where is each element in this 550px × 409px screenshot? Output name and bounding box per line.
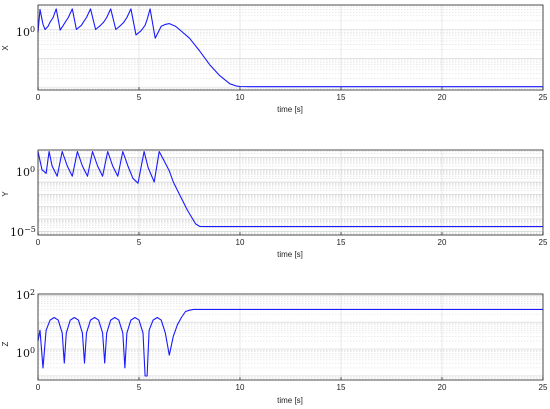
x-tick-label-z: 20 [438, 383, 447, 392]
x-tick-label-y: 10 [236, 238, 245, 247]
x-tick-label-z: 25 [539, 383, 548, 392]
plot-area-y [38, 150, 543, 235]
log-tick-label-z-1: 100 [16, 346, 35, 360]
x-ticks-x: 0 5 10 15 20 25 [36, 87, 548, 102]
y-axis-label-z: Z [1, 341, 10, 346]
log-tick-label-y-0: 100 [16, 165, 35, 179]
x-axis-label-y: time [s] [277, 250, 303, 259]
subplot-z: 0 5 10 15 20 25 102 100 Z time [s] [1, 288, 548, 405]
x-ticks-y: 0 5 10 15 20 25 [36, 232, 548, 247]
axes-frame-x [37, 4, 544, 91]
x-tick-label-z: 5 [137, 383, 142, 392]
axes-frame-y [37, 149, 544, 236]
x-tick-label-z: 0 [36, 383, 41, 392]
series-x [37, 8, 543, 88]
subplot-x: 0 5 10 15 20 25 100 X time [s] [1, 4, 548, 114]
x-tick-label-x: 10 [236, 93, 245, 102]
x-axis-label-x: time [s] [277, 105, 303, 114]
log-tick-label-z-0: 102 [16, 288, 35, 302]
y-axis-label-y: Y [1, 191, 10, 197]
x-tick-label-z: 15 [337, 383, 346, 392]
log-tick-label-y-1: 10−5 [10, 225, 36, 239]
x-tick-label-y: 25 [539, 238, 548, 247]
series-line-z [37, 308, 543, 377]
x-tick-label-x: 15 [337, 93, 346, 102]
log-tick-label-x-0: 100 [16, 25, 35, 39]
x-axis-label-z: time [s] [277, 396, 303, 405]
series-line-y [37, 150, 543, 228]
y-axis-label-x: X [1, 45, 10, 51]
plot-area-x [38, 5, 543, 90]
series-z [37, 308, 543, 377]
x-tick-label-y: 0 [36, 238, 41, 247]
x-tick-label-y: 5 [137, 238, 142, 247]
x-tick-label-x: 25 [539, 93, 548, 102]
x-tick-label-z: 10 [236, 383, 245, 392]
series-y [37, 150, 543, 228]
series-line-x [37, 8, 543, 88]
grid-y [37, 150, 544, 235]
grid-x [37, 4, 544, 91]
x-tick-label-y: 20 [438, 238, 447, 247]
plot-area-z [38, 294, 543, 380]
x-tick-label-x: 5 [137, 93, 142, 102]
subplot-y: 0 5 10 15 20 25 100 10−5 Y time [s] [1, 149, 548, 259]
x-ticks-z: 0 5 10 15 20 25 [36, 377, 548, 392]
x-tick-label-x: 0 [36, 93, 41, 102]
x-tick-label-y: 15 [337, 238, 346, 247]
x-tick-label-x: 20 [438, 93, 447, 102]
axes-frame-z [37, 293, 544, 381]
